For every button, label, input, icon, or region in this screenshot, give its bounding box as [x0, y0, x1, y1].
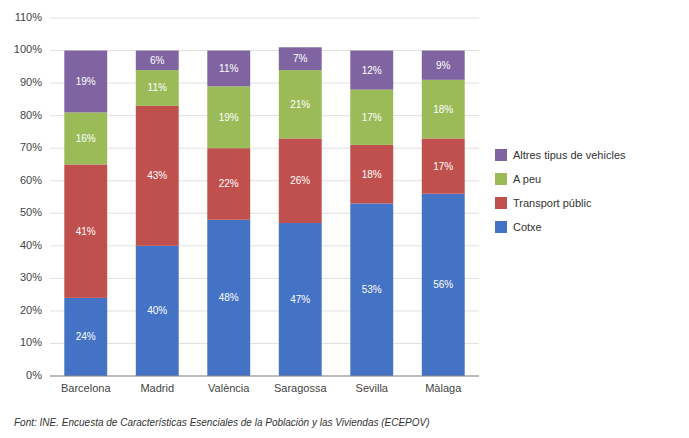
x-axis-line	[50, 376, 479, 377]
legend-label: Cotxe	[513, 221, 542, 233]
data-labels: 24% 40% 48% 47% 53% 56% 41% 43% 22% 26% 18% 17% 16% 1…	[76, 53, 454, 342]
y-tick-label: 40%	[20, 239, 42, 251]
grid-line	[50, 18, 479, 19]
bars	[64, 47, 464, 376]
legend-swatch	[495, 173, 507, 185]
x-tick-label: Sevilla	[356, 382, 389, 394]
bar-segment	[207, 86, 250, 148]
data-label: 11%	[148, 82, 167, 93]
y-axis: 0% 10% 20% 30% 40% 50% 60% 70% 80% 90% 100% 110%	[14, 11, 479, 381]
y-tick-label: 50%	[20, 206, 42, 218]
grid-line	[50, 50, 479, 51]
data-label: 17%	[362, 112, 382, 123]
grid-line	[50, 180, 479, 181]
data-label: 11%	[219, 63, 238, 74]
chart: 0% 10% 20% 30% 40% 50% 60% 70% 80% 90% 100% 110% 24%…	[0, 0, 689, 438]
bar-segment	[207, 51, 250, 87]
y-tick-label: 30%	[20, 271, 42, 283]
legend-swatch	[495, 149, 507, 161]
data-label: 12%	[362, 65, 382, 76]
y-tick-label: 0%	[26, 369, 42, 381]
x-axis: Barcelona Madrid València Saragossa Sevilla M…	[50, 376, 479, 394]
y-tick-label: 100%	[14, 43, 42, 55]
data-label: 7%	[293, 53, 308, 64]
data-label: 19%	[76, 76, 96, 87]
x-tick-label: Madrid	[140, 382, 174, 394]
data-label: 18%	[433, 104, 453, 115]
x-tick-label: Barcelona	[61, 382, 111, 394]
grid-line	[50, 115, 479, 116]
y-tick-label: 20%	[20, 304, 42, 316]
data-label: 22%	[219, 178, 239, 189]
data-label: 24%	[76, 331, 96, 342]
bar-segment	[422, 80, 465, 139]
y-tick-label: 10%	[20, 336, 42, 348]
legend-swatch	[495, 221, 507, 233]
data-label: 40%	[147, 305, 167, 316]
bar-segment	[136, 70, 179, 106]
y-tick-label: 60%	[20, 174, 42, 186]
bar-segment	[422, 194, 465, 376]
bar-segment	[207, 148, 250, 220]
legend-label: A peu	[513, 173, 541, 185]
data-label: 43%	[147, 170, 167, 181]
legend: Altres tipus de vehicles A peu Transport p…	[495, 149, 626, 233]
bar-segment	[136, 246, 179, 376]
data-label: 56%	[433, 279, 453, 290]
data-label: 53%	[362, 284, 382, 295]
bar-segment	[350, 90, 393, 145]
bar-segment	[64, 164, 107, 297]
bar-segment	[136, 51, 179, 71]
grid-line	[50, 213, 479, 214]
footnote: Font: INE. Encuesta de Características E…	[14, 417, 430, 428]
data-label: 48%	[219, 292, 239, 303]
bar-segment	[350, 145, 393, 204]
bar-segment	[64, 51, 107, 113]
data-label: 16%	[76, 133, 96, 144]
data-label: 21%	[290, 99, 310, 110]
data-label: 17%	[433, 161, 453, 172]
grid-line	[50, 343, 479, 344]
grid-line	[50, 148, 479, 149]
y-tick-label: 70%	[20, 141, 42, 153]
bar-segment	[136, 106, 179, 246]
bar-segment	[279, 47, 322, 70]
data-label: 26%	[290, 175, 310, 186]
grid-line	[50, 278, 479, 279]
bar-segment	[350, 204, 393, 376]
y-tick-label: 90%	[20, 76, 42, 88]
data-label: 19%	[219, 112, 239, 123]
grid-line	[50, 310, 479, 311]
bar-segment	[279, 223, 322, 376]
bar-segment	[64, 298, 107, 376]
bar-segment	[422, 51, 465, 80]
data-label: 41%	[76, 226, 96, 237]
legend-label: Altres tipus de vehicles	[513, 149, 626, 161]
bar-segment	[279, 138, 322, 223]
y-tick-label: 80%	[20, 109, 42, 121]
bar-segment	[422, 138, 465, 193]
bar-segment	[279, 70, 322, 138]
x-tick-label: Màlaga	[425, 382, 462, 394]
bar-segment	[350, 51, 393, 90]
data-label: 9%	[436, 60, 451, 71]
y-tick-label: 110%	[15, 11, 43, 23]
data-label: 18%	[362, 169, 382, 180]
bar-segment	[64, 112, 107, 164]
chart-container: 0% 10% 20% 30% 40% 50% 60% 70% 80% 90% 100% 110% 24%…	[0, 0, 689, 438]
grid-line	[50, 83, 479, 84]
x-tick-label: València	[208, 382, 250, 394]
grid-line	[50, 245, 479, 246]
bar-segment	[207, 220, 250, 376]
grid-line	[50, 376, 479, 377]
data-label: 47%	[290, 294, 310, 305]
legend-label: Transport públic	[513, 197, 592, 209]
data-label: 6%	[150, 55, 165, 66]
legend-swatch	[495, 197, 507, 209]
x-tick-label: Saragossa	[274, 382, 327, 394]
